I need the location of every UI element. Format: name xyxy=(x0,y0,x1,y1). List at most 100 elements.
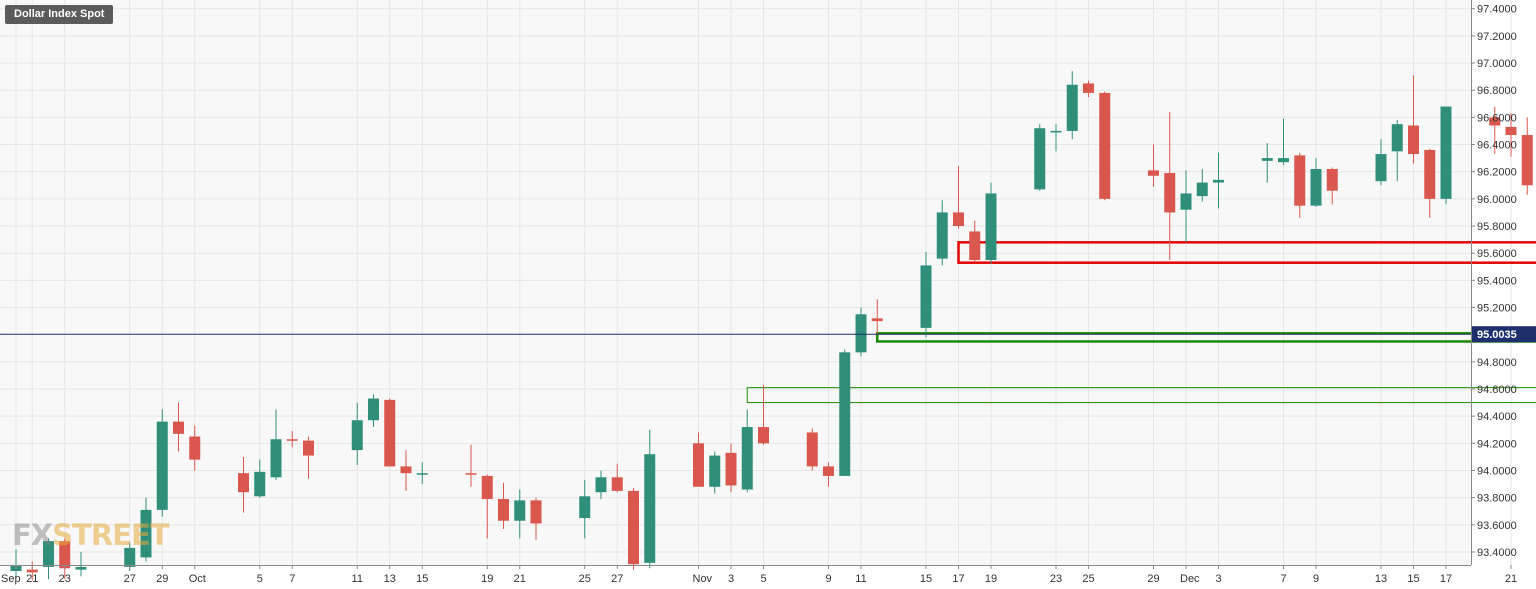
x-tick-label: 25 xyxy=(1082,573,1094,585)
x-tick-label: 19 xyxy=(481,573,493,585)
candle-body-up xyxy=(1196,182,1208,197)
x-tick-label: 21 xyxy=(514,573,526,585)
candle-body-down xyxy=(189,436,201,460)
x-tick-label: 19 xyxy=(985,573,997,585)
x-tick-label: 3 xyxy=(728,573,734,585)
zone-support xyxy=(876,332,1536,343)
candle-body-up xyxy=(1375,154,1387,182)
candle-body-up xyxy=(351,420,363,451)
candle-body-up xyxy=(1034,128,1046,190)
y-tick-label: 94.2000 xyxy=(1477,438,1517,450)
candles xyxy=(0,71,1533,581)
y-tick-label: 96.6000 xyxy=(1477,112,1517,124)
candle-body-down xyxy=(384,399,396,467)
candle-body-up xyxy=(985,193,997,260)
zone-lower_support xyxy=(746,387,1536,404)
x-tick-label: 7 xyxy=(1280,573,1286,585)
x-tick-label: 23 xyxy=(59,573,71,585)
x-tick-label: 25 xyxy=(579,573,591,585)
x-tick-label: 9 xyxy=(825,573,831,585)
candle-body-up xyxy=(43,541,54,567)
candle-body-up xyxy=(140,509,152,558)
candle-body-down xyxy=(725,452,737,486)
y-tick-label: 96.2000 xyxy=(1477,167,1517,179)
y-tick-label: 94.8000 xyxy=(1477,357,1517,369)
x-tick-label: 15 xyxy=(920,573,932,585)
x-tick-label: 29 xyxy=(1147,573,1159,585)
x-tick-label: 13 xyxy=(1375,573,1387,585)
y-tick-label: 97.2000 xyxy=(1477,31,1517,43)
y-tick-label: 96.0000 xyxy=(1477,194,1517,206)
candle-body-down xyxy=(303,440,314,456)
x-tick-label: 27 xyxy=(124,573,136,585)
x-tick-label: 3 xyxy=(1215,573,1221,585)
x-tick-label: 17 xyxy=(1440,573,1452,585)
y-tick-label: 96.8000 xyxy=(1477,85,1517,97)
candle-body-down xyxy=(530,500,542,524)
x-tick-label: 7 xyxy=(289,573,295,585)
candle-body-up xyxy=(644,454,656,563)
x-tick-label: Dec xyxy=(1180,573,1200,585)
x-tick-label: 5 xyxy=(760,573,766,585)
y-tick-label: 94.4000 xyxy=(1477,411,1517,423)
candle-body-down xyxy=(611,477,623,491)
last-price-label: 95.0035 xyxy=(1477,329,1517,341)
y-tick-label: 94.6000 xyxy=(1477,384,1517,396)
candle-body-up xyxy=(920,265,932,328)
candle-body-up xyxy=(1440,106,1452,199)
candle-body-down xyxy=(286,439,298,441)
x-tick-label: Oct xyxy=(189,573,206,585)
y-tick-label: 95.2000 xyxy=(1477,303,1517,315)
x-tick-label: 21 xyxy=(1505,573,1517,585)
y-tick-label: 95.6000 xyxy=(1477,248,1517,260)
candle-body-down xyxy=(465,473,477,475)
y-tick-label: 97.4000 xyxy=(1477,4,1517,16)
x-tick-label: 13 xyxy=(384,573,396,585)
candle-body-down xyxy=(628,490,639,565)
candle-body-down xyxy=(806,432,818,467)
x-tick-label: 11 xyxy=(855,573,866,585)
y-tick-label: 93.4000 xyxy=(1477,547,1517,559)
y-tick-label: 95.8000 xyxy=(1477,221,1517,233)
candle-body-up xyxy=(124,547,136,567)
candle-body-down xyxy=(1489,117,1501,126)
candle-body-down xyxy=(173,421,184,434)
candle-body-up xyxy=(368,398,379,421)
candle-body-down xyxy=(953,212,964,227)
candle-body-up xyxy=(1391,124,1403,152)
candle-body-down xyxy=(481,475,493,500)
candle-body-up xyxy=(741,427,753,490)
instrument-label: Dollar Index Spot xyxy=(5,5,114,24)
y-tick-label: 97.0000 xyxy=(1477,58,1517,70)
candle-body-up xyxy=(1213,179,1224,183)
watermark-part-b: STREET xyxy=(52,518,169,552)
candle-body-down xyxy=(1408,125,1419,155)
x-tick-label: 15 xyxy=(416,573,428,585)
candle-body-up xyxy=(75,566,87,570)
zone-resistance xyxy=(957,241,1536,264)
x-tick-label: 29 xyxy=(156,573,168,585)
x-tick-label: 15 xyxy=(1407,573,1419,585)
candle-body-up xyxy=(1261,158,1273,161)
candle-body-up xyxy=(579,496,591,519)
x-tick-label: Nov xyxy=(693,573,713,585)
candle-body-down xyxy=(1294,155,1306,206)
x-tick-label: 23 xyxy=(1050,573,1062,585)
y-tick-label: 96.4000 xyxy=(1477,140,1517,152)
candle-body-down xyxy=(758,427,769,444)
x-tick-label: 9 xyxy=(1313,573,1319,585)
candle-body-down xyxy=(498,499,509,521)
candle-body-down xyxy=(1148,170,1159,176)
watermark-logo: FXSTREET xyxy=(12,518,170,552)
watermark-part-a: FX xyxy=(12,518,53,552)
candle-body-up xyxy=(156,421,168,510)
candle-body-down xyxy=(871,318,883,322)
candle-body-up xyxy=(1066,84,1078,131)
x-tick-label: 17 xyxy=(952,573,964,585)
candle-body-down xyxy=(1326,168,1338,191)
candle-body-down xyxy=(1521,135,1533,186)
candle-body-up xyxy=(1278,158,1289,163)
candle-body-up xyxy=(936,212,948,259)
